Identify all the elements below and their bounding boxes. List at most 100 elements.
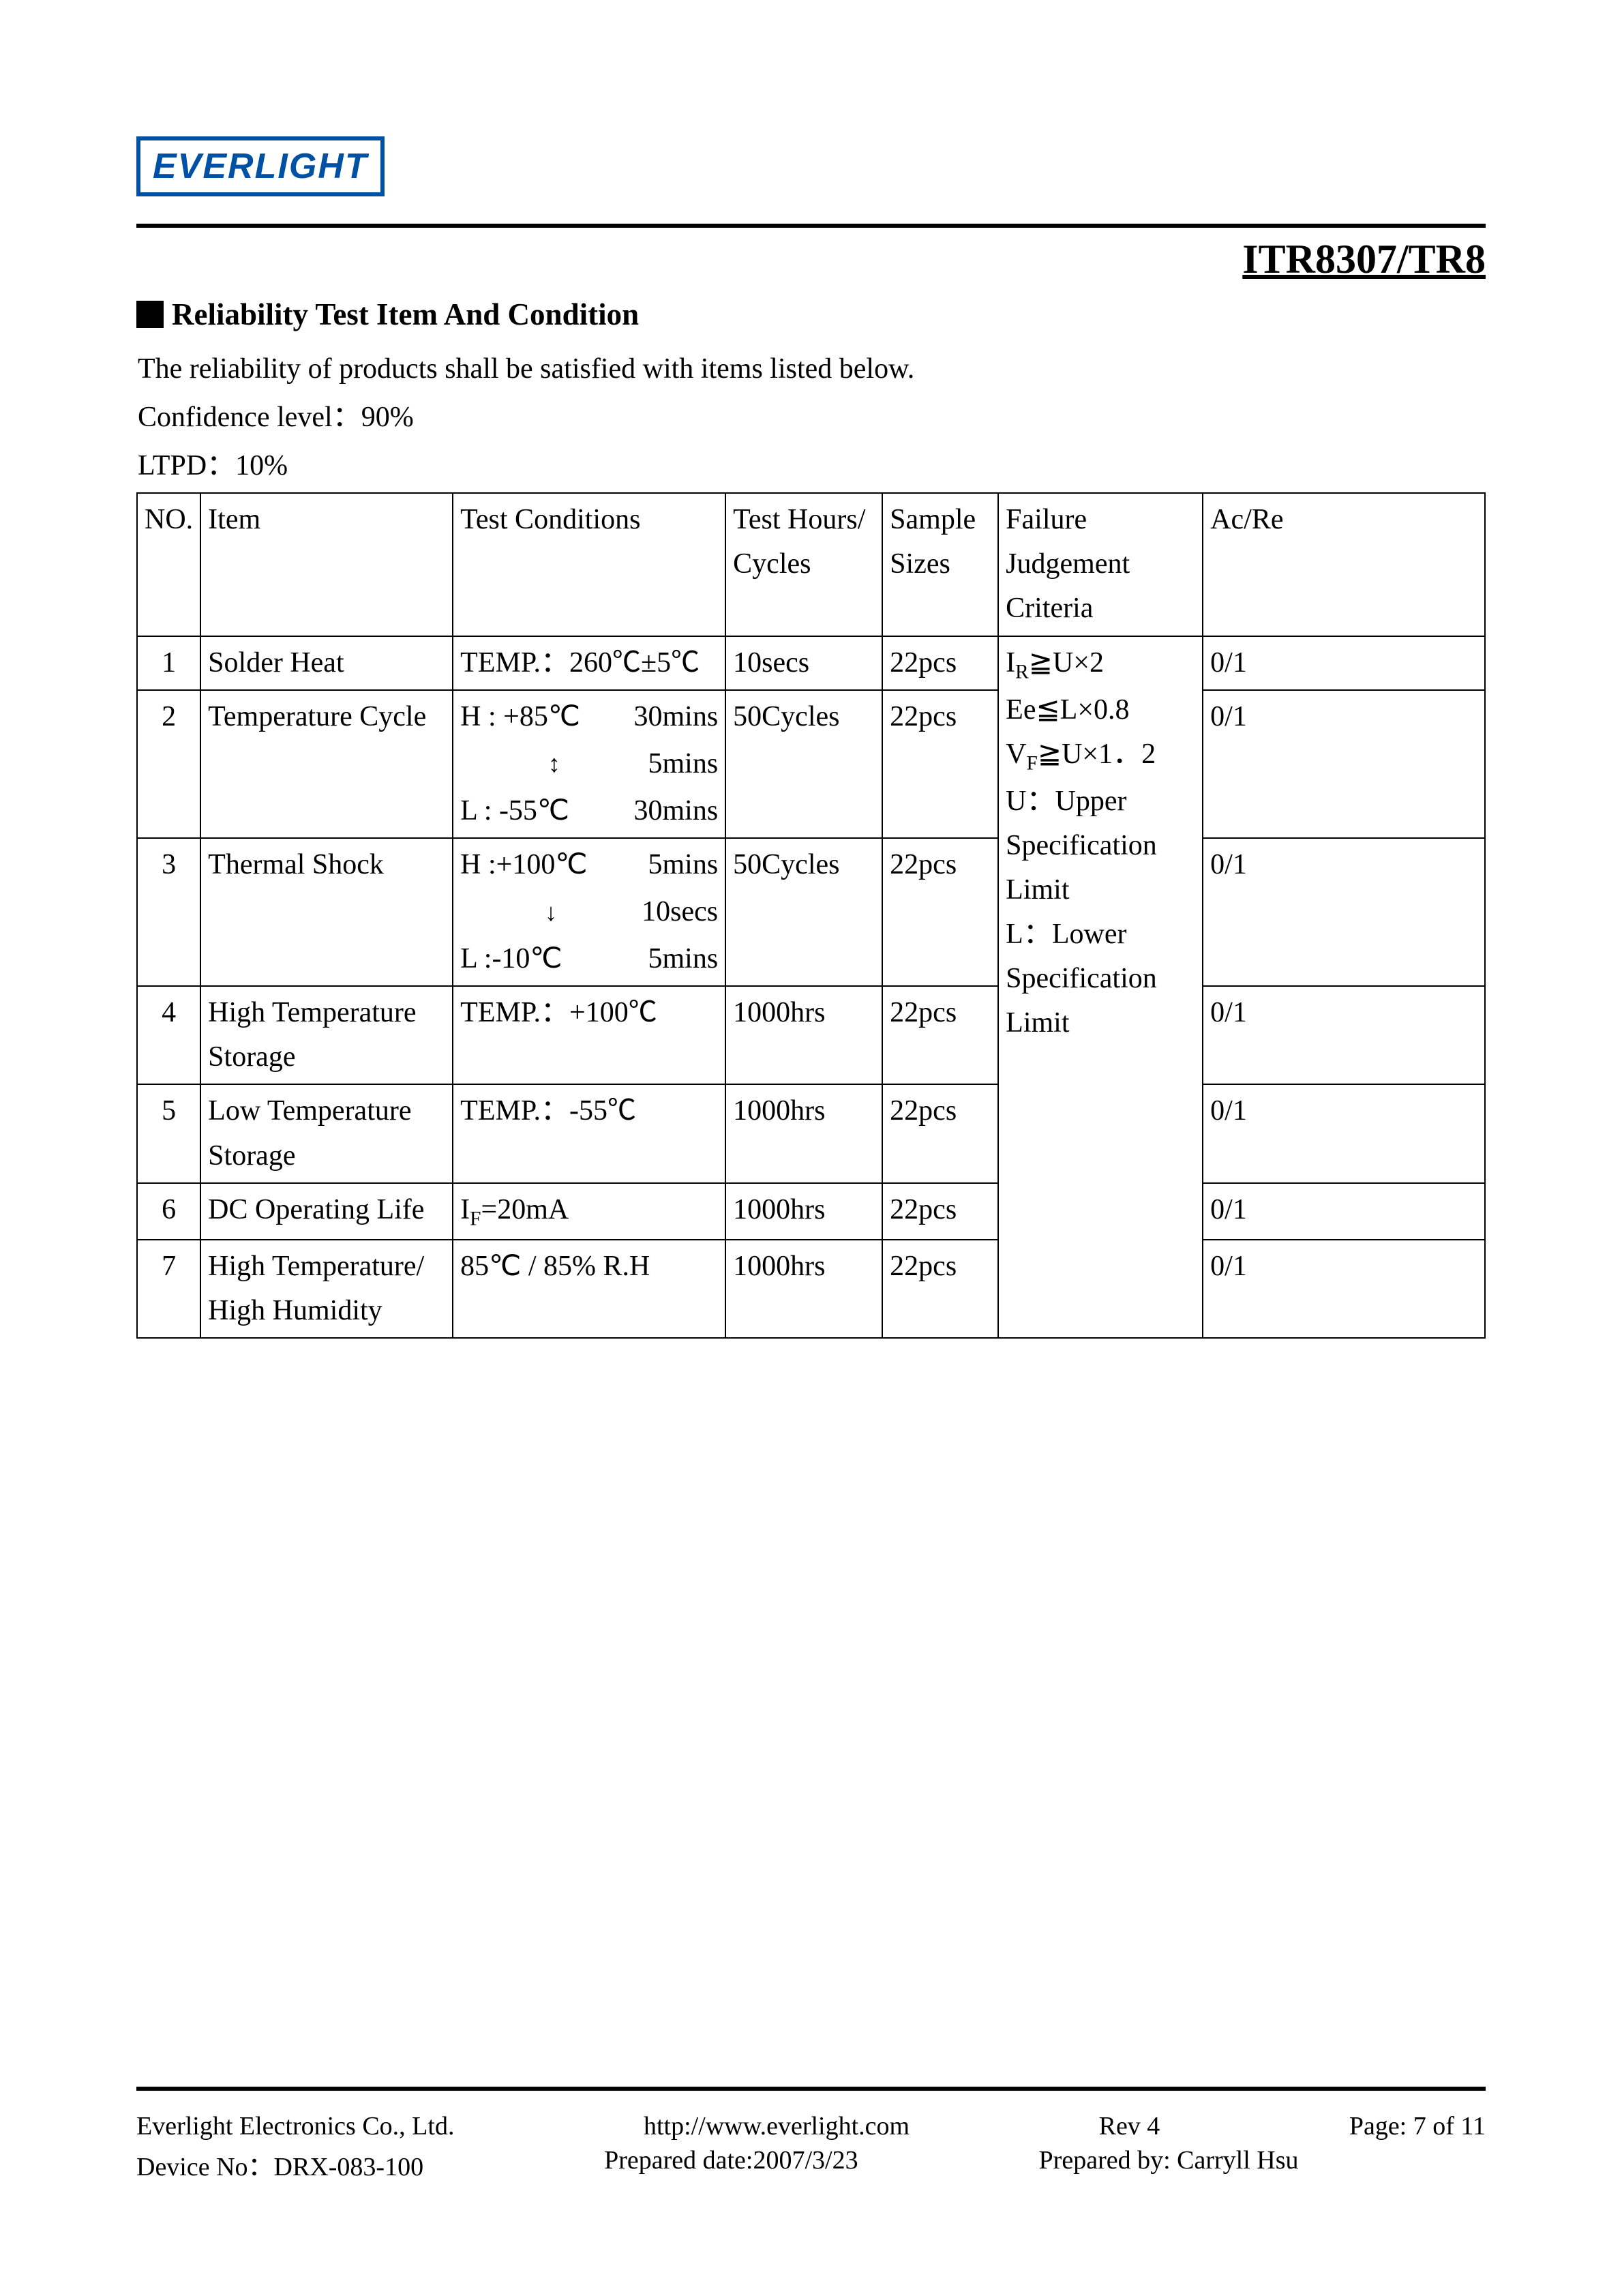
cell-item: Low Temperature Storage xyxy=(200,1084,453,1182)
cell-sample: 22pcs xyxy=(882,838,998,986)
cond-mid-right: 5mins xyxy=(648,742,718,786)
criteria-line: U：Upper xyxy=(1006,779,1195,824)
cell-cond: H : +85℃ 30mins ↕ 5mins L : -55℃ 30mins xyxy=(453,690,725,838)
footer-company: Everlight Electronics Co., Ltd. xyxy=(136,2111,454,2141)
cell-sample: 22pcs xyxy=(882,986,998,1084)
section-header: Reliability Test Item And Condition xyxy=(136,297,1486,332)
cell-acre: 0/1 xyxy=(1203,1084,1485,1182)
cell-sample: 22pcs xyxy=(882,1084,998,1182)
logo: EVERLIGHT xyxy=(136,136,385,196)
footer-prepared-date: Prepared date:2007/3/23 xyxy=(604,2145,858,2183)
table-row: 7 High Temperature/ High Humidity 85℃ / … xyxy=(137,1240,1485,1338)
cell-hours: 1000hrs xyxy=(725,1183,882,1240)
reliability-table: NO. Item Test Conditions Test Hours/ Cyc… xyxy=(136,492,1486,1338)
updown-arrow-icon: ↕ xyxy=(544,751,565,776)
criteria-line: Limit xyxy=(1006,1001,1195,1045)
table-row: 2 Temperature Cycle H : +85℃ 30mins ↕ 5min… xyxy=(137,690,1485,838)
table-row: 3 Thermal Shock H :+100℃ 5mins ↓ 10secs L … xyxy=(137,838,1485,986)
col-sample: Sample Sizes xyxy=(882,493,998,636)
cell-cond: H :+100℃ 5mins ↓ 10secs L :-10℃ 5mins xyxy=(453,838,725,986)
cell-hours: 1000hrs xyxy=(725,986,882,1084)
footer-prepared-by: Prepared by: Carryll Hsu xyxy=(1039,2145,1299,2183)
criteria-line: Specification xyxy=(1006,824,1195,868)
part-number: ITR8307/TR8 xyxy=(136,236,1486,283)
cell-item: Thermal Shock xyxy=(200,838,453,986)
cell-no: 1 xyxy=(137,636,200,690)
table-row: 6 DC Operating Life IF=20mA 1000hrs 22pc… xyxy=(137,1183,1485,1240)
table-row: 1 Solder Heat TEMP.：260℃±5℃ 10secs 22pcs… xyxy=(137,636,1485,690)
footer-device: Device No：DRX-083-100 xyxy=(136,2145,423,2183)
criteria-line: IR≧U×2 xyxy=(1006,641,1195,688)
col-cond: Test Conditions xyxy=(453,493,725,636)
footer-url: http://www.everlight.com xyxy=(644,2111,910,2141)
cond-h-right: 30mins xyxy=(633,695,718,739)
cond-l-left: L :-10℃ xyxy=(460,937,562,981)
section-bullet-icon xyxy=(136,301,164,328)
cond-l-left: L : -55℃ xyxy=(460,789,569,833)
cell-cond: 85℃ / 85% R.H xyxy=(453,1240,725,1338)
cell-cond: TEMP.：-55℃ xyxy=(453,1084,725,1182)
cond-h-right: 5mins xyxy=(648,843,718,887)
col-hours: Test Hours/ Cycles xyxy=(725,493,882,636)
cell-no: 6 xyxy=(137,1183,200,1240)
table-row: 4 High Temperature Storage TEMP.：+100℃ 1… xyxy=(137,986,1485,1084)
cell-item: Solder Heat xyxy=(200,636,453,690)
footer-divider xyxy=(136,2087,1486,2091)
col-criteria: Failure Judgement Criteria xyxy=(998,493,1203,636)
criteria-line: VF≧U×1．2 xyxy=(1006,732,1195,779)
cell-acre: 0/1 xyxy=(1203,1240,1485,1338)
table-row: 5 Low Temperature Storage TEMP.：-55℃ 100… xyxy=(137,1084,1485,1182)
cell-acre: 0/1 xyxy=(1203,1183,1485,1240)
cell-hours: 10secs xyxy=(725,636,882,690)
cell-cond: TEMP.：+100℃ xyxy=(453,986,725,1084)
cell-no: 2 xyxy=(137,690,200,838)
cell-criteria: IR≧U×2 Ee≦L×0.8 VF≧U×1．2 U：Upper Specifi… xyxy=(998,636,1203,1338)
cell-acre: 0/1 xyxy=(1203,690,1485,838)
table-header-row: NO. Item Test Conditions Test Hours/ Cyc… xyxy=(137,493,1485,636)
cell-acre: 0/1 xyxy=(1203,636,1485,690)
cell-no: 4 xyxy=(137,986,200,1084)
footer-rev: Rev 4 xyxy=(1099,2111,1160,2141)
cell-hours: 50Cycles xyxy=(725,690,882,838)
col-no: NO. xyxy=(137,493,200,636)
cell-acre: 0/1 xyxy=(1203,838,1485,986)
cell-no: 3 xyxy=(137,838,200,986)
cell-cond: IF=20mA xyxy=(453,1183,725,1240)
footer-page: Page: 7 of 11 xyxy=(1349,2111,1486,2141)
criteria-line: Specification xyxy=(1006,957,1195,1001)
cell-sample: 22pcs xyxy=(882,1183,998,1240)
cell-cond: TEMP.：260℃±5℃ xyxy=(453,636,725,690)
page-footer: Everlight Electronics Co., Ltd. http://w… xyxy=(136,2074,1486,2187)
cell-sample: 22pcs xyxy=(882,1240,998,1338)
cell-no: 7 xyxy=(137,1240,200,1338)
cell-item: High Temperature/ High Humidity xyxy=(200,1240,453,1338)
cell-sample: 22pcs xyxy=(882,690,998,838)
cond-h-left: H : +85℃ xyxy=(460,695,580,739)
section-title: Reliability Test Item And Condition xyxy=(172,297,639,332)
cond-h-left: H :+100℃ xyxy=(460,843,587,887)
cell-item: High Temperature Storage xyxy=(200,986,453,1084)
datasheet-page: EVERLIGHT ITR8307/TR8 Reliability Test I… xyxy=(0,0,1622,2296)
down-arrow-icon: ↓ xyxy=(541,900,561,925)
cell-hours: 50Cycles xyxy=(725,838,882,986)
confidence-level: Confidence level：90% xyxy=(138,396,1486,440)
criteria-line: L：Lower xyxy=(1006,912,1195,957)
cell-item: Temperature Cycle xyxy=(200,690,453,838)
ltpd: LTPD：10% xyxy=(138,444,1486,488)
col-acre: Ac/Re xyxy=(1203,493,1485,636)
cell-sample: 22pcs xyxy=(882,636,998,690)
cond-l-right: 30mins xyxy=(633,789,718,833)
criteria-line: Ee≦L×0.8 xyxy=(1006,688,1195,732)
criteria-line: Limit xyxy=(1006,868,1195,912)
cell-hours: 1000hrs xyxy=(725,1240,882,1338)
cond-l-right: 5mins xyxy=(648,937,718,981)
cell-no: 5 xyxy=(137,1084,200,1182)
intro-line: The reliability of products shall be sat… xyxy=(138,347,1486,391)
cell-acre: 0/1 xyxy=(1203,986,1485,1084)
cell-item: DC Operating Life xyxy=(200,1183,453,1240)
header-divider xyxy=(136,224,1486,228)
cell-hours: 1000hrs xyxy=(725,1084,882,1182)
col-item: Item xyxy=(200,493,453,636)
logo-text: EVERLIGHT xyxy=(153,147,368,186)
cond-mid-right: 10secs xyxy=(642,890,718,934)
